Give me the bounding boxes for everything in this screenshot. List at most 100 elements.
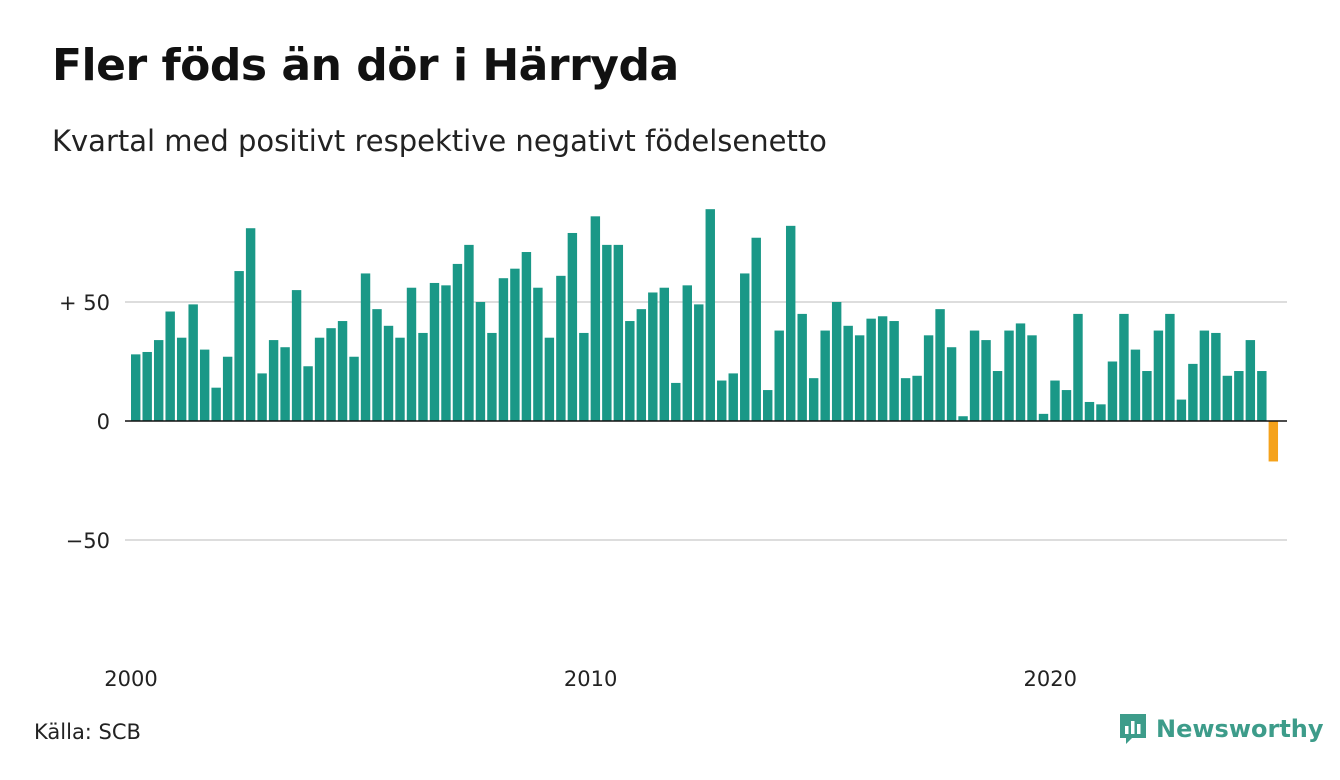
bar [969,330,980,421]
bar [464,244,474,421]
bar [314,337,325,421]
bar [636,309,647,421]
bar [1130,349,1141,421]
source-note: Källa: SCB [34,720,141,744]
bar [1038,413,1049,421]
bar [889,321,899,421]
bar [1084,401,1095,421]
bar [1015,323,1026,421]
bar [1199,330,1210,421]
bar [671,382,681,421]
y-tick-label: + 50 [59,291,110,315]
bar [785,225,796,421]
bar [900,378,911,421]
bar [521,252,532,421]
bar [188,304,198,421]
bar [797,313,807,421]
x-tick-label: 2010 [564,667,617,691]
bar [165,311,175,421]
bar [1188,363,1198,421]
bar [326,328,336,421]
bar [717,380,727,421]
bar [176,337,187,421]
bar [1268,421,1279,462]
bar [1245,340,1256,421]
bar [751,237,761,421]
bar [705,209,715,421]
bar [429,282,440,421]
bar [383,325,394,421]
bar [1257,371,1267,421]
bar [763,390,773,421]
bar [441,285,451,421]
bar [774,330,784,421]
bar [613,244,624,421]
bar [1153,330,1164,421]
x-tick-label: 2000 [104,667,157,691]
bar [579,332,589,421]
bar [877,316,888,421]
bar [1027,335,1037,421]
bar [349,356,359,421]
bar [268,340,279,421]
bar [648,292,658,421]
brand-logo[interactable]: Newsworthy [1118,712,1324,746]
bar [142,351,152,421]
bar [303,366,313,421]
bar [395,337,405,421]
bar-chart: + 50 0 −50 2000 2010 2020 [59,209,1287,691]
bar [567,232,578,421]
bar [958,416,968,421]
bar [498,278,509,421]
bar [131,354,141,421]
bar [211,387,221,421]
bar [487,332,497,421]
bar [222,356,233,421]
x-tick-label: 2020 [1024,667,1077,691]
bar [1211,332,1221,421]
axes: + 50 0 −50 2000 2010 2020 [59,291,1287,691]
bars [131,209,1279,462]
bar [475,302,486,421]
bar [854,335,865,421]
bar [602,244,612,421]
bar [257,373,267,421]
bar [866,318,876,421]
bar [1004,330,1014,421]
bar [946,347,957,421]
bar [808,378,819,421]
y-tick-label: 0 [97,410,110,434]
bar [372,309,382,421]
bar [625,321,635,421]
bar [199,349,210,421]
bar [1096,404,1106,421]
bar [280,347,290,421]
bar [245,228,256,421]
bar [820,330,830,421]
bar [694,304,704,421]
bar [1165,313,1175,421]
bar [1234,371,1244,421]
bar [1061,390,1072,421]
bar [740,273,750,421]
bar [418,332,428,421]
bar [981,340,991,421]
chart-subtitle: Kvartal med positivt respektive negativt… [52,124,827,158]
newsworthy-logo-icon [1120,714,1146,744]
bar [659,287,670,421]
bar [831,302,842,421]
chart-title: Fler föds än dör i Härryda [52,40,679,91]
bar [533,287,543,421]
bar [682,285,692,421]
bar [452,263,463,421]
bar [360,273,371,421]
y-tick-label: −50 [66,529,110,553]
bar [1050,380,1060,421]
bar [153,340,164,421]
bar [1142,371,1152,421]
bar [590,216,601,421]
bar [935,309,945,421]
bar [728,373,738,421]
bar [556,275,566,421]
bar [406,287,417,421]
